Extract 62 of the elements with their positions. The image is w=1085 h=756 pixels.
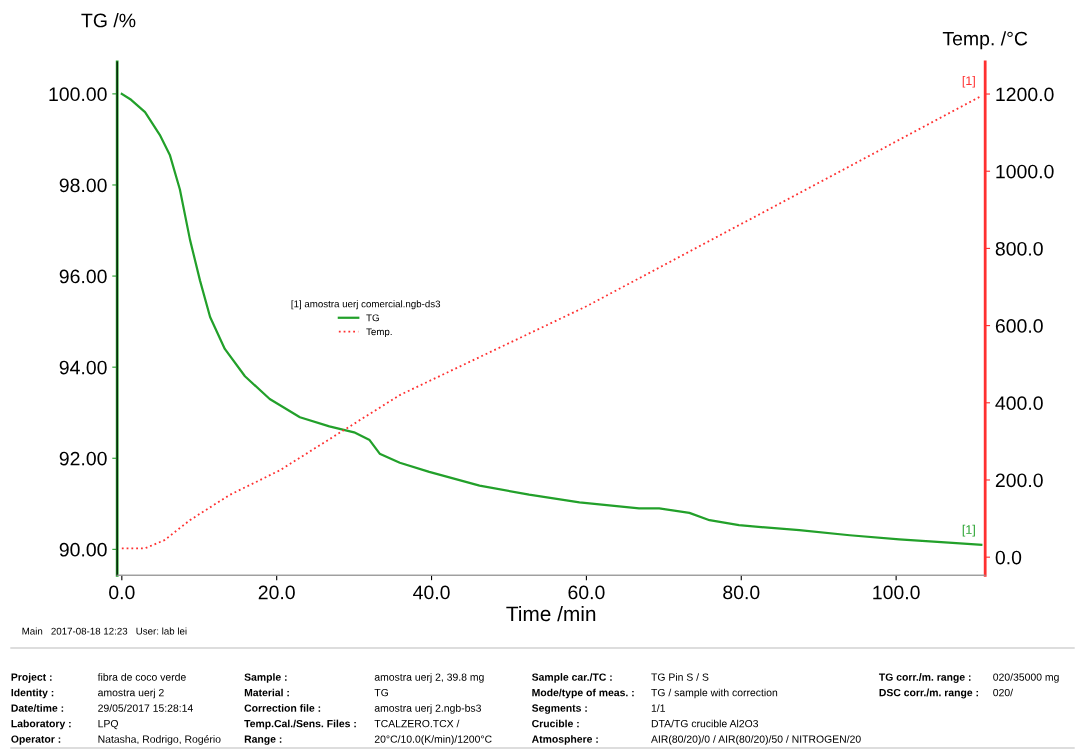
text: Date/time : [11,704,64,712]
text: DSC corr./m. range : [879,688,978,699]
text: 020/ [993,688,1014,697]
y-tick-label: 94.00 [59,360,107,375]
text: Sample car./TC : [531,673,612,683]
x-tick-label: 100.0 [873,585,920,600]
x-tick-label: 40.0 [413,585,450,600]
text: Mode/type of meas. : [532,688,634,699]
text: Project : [11,673,52,683]
text: Natasha, Rodrigo, Rogério [98,735,221,745]
text: Material : [244,688,289,697]
text: Range : [244,735,282,745]
y2-tick-label: 400.0 [995,396,1043,411]
text: Temp.Cal./Sens. Files : [244,719,356,730]
y-tick-label: 98.00 [59,178,107,193]
y-axis-title: TG /% [81,13,136,28]
text: 29/05/2017 15:28:14 [98,704,193,712]
text: 1/1 [651,704,665,712]
x-tick-label: 80.0 [723,585,760,600]
y2-axis-title: Temp. /°C [942,31,1028,50]
legend-title: [1] amostra uerj comercial.ngb-ds3 [291,300,441,310]
y2-tick-label: 600.0 [995,319,1043,333]
text: TG corr./m. range : [878,673,971,683]
y2-tick-label: 1000.0 [996,164,1054,179]
y2-tick-label: 800.0 [995,241,1043,256]
y-tick-label: 96.00 [59,269,107,284]
text: TCALZERO.TCX / [374,719,460,728]
y2-tick-label: 200.0 [995,473,1043,488]
text: TG / sample with correction [651,688,778,699]
x-tick-label: 0.0 [109,585,135,600]
y2-tick-label: 0.0 [995,550,1022,565]
x-tick-label: 20.0 [258,585,295,600]
x-tick-label: 60.0 [568,585,605,600]
annotation: [1] [962,75,975,88]
text: Crucible : [532,719,579,728]
y-tick-label: 100.00 [49,87,107,102]
text: amostra uerj 2, 39.8 mg [374,673,484,683]
text: Operator : [11,735,61,745]
text: Identity : [11,688,54,699]
text: Segments : [531,704,587,714]
text: Sample : [244,673,287,683]
text: TG [374,688,389,697]
x-axis-title: Time /min [506,605,596,622]
text: DTA/TG crucible Al2O3 [651,719,759,728]
text: Correction file : [244,704,321,712]
text: 20°C/10.0(K/min)/1200°C [374,735,492,745]
y-tick-label: 90.00 [59,542,107,557]
text: 020/35000 mg [993,673,1059,683]
y-tick-label: 92.00 [59,451,107,466]
legend-label: TG [366,314,379,322]
annotation: [1] [962,524,975,537]
y2-tick-label: 1200.0 [996,87,1054,102]
legend-label: Temp. [366,328,392,338]
text: TG Pin S / S [651,673,709,681]
text: amostra uerj 2 [98,688,164,699]
text: Atmosphere : [531,735,598,745]
text: Laboratory : [11,719,71,730]
text: AIR(80/20)/0 / AIR(80/20)/50 / NITROGEN/20 [651,735,861,745]
text: LPQ [98,719,118,730]
text: fibra de coco verde [97,673,186,681]
text: Main 2017-08-18 12:23 User: lab lei [22,627,187,635]
text: amostra uerj 2.ngb-bs3 [374,704,481,714]
